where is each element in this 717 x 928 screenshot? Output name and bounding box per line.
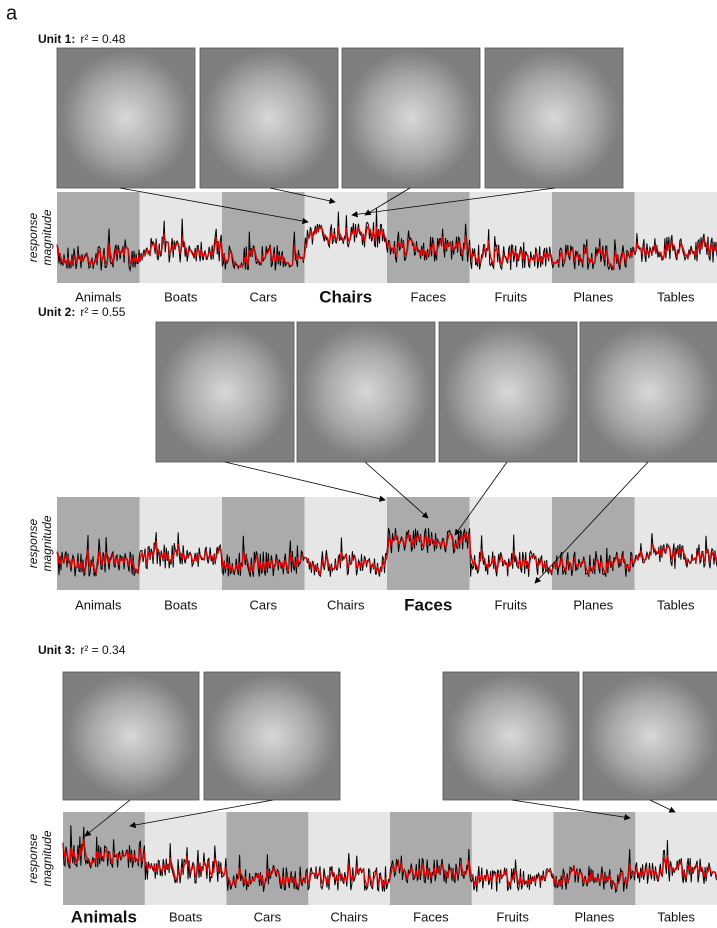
unit-stat: r² = 0.55 <box>80 305 125 319</box>
category-band <box>635 812 717 905</box>
stimulus-vignette <box>442 325 574 459</box>
category-label: Faces <box>411 289 447 304</box>
category-band <box>305 497 388 590</box>
y-axis-label: magnitude <box>40 209 54 265</box>
unit-title: Unit 2: <box>38 305 75 319</box>
unit-title: Unit 3: <box>38 643 75 657</box>
category-label: Fruits <box>496 909 529 924</box>
pointer-arrow <box>650 800 675 812</box>
y-axis-label: response <box>26 518 40 568</box>
stimulus-vignette <box>300 325 432 459</box>
category-band <box>222 497 305 590</box>
category-label: Faces <box>404 595 452 614</box>
stimulus-vignette <box>345 51 477 185</box>
unit-stat: r² = 0.48 <box>80 32 125 46</box>
stimulus-vignette <box>488 51 620 185</box>
stimulus-vignette <box>446 675 576 797</box>
unit-title: Unit 1: <box>38 32 75 46</box>
category-label: Animals <box>75 597 122 612</box>
category-label: Cars <box>254 909 282 924</box>
category-band <box>472 812 554 905</box>
y-axis-label: magnitude <box>40 830 54 886</box>
category-label: Cars <box>250 289 278 304</box>
category-label: Fruits <box>495 289 528 304</box>
panel-label: a <box>6 2 18 24</box>
category-band <box>140 497 223 590</box>
y-axis-label: response <box>26 212 40 262</box>
category-label: Chairs <box>330 909 368 924</box>
category-label: Cars <box>250 597 278 612</box>
category-label: Chairs <box>327 597 365 612</box>
stimulus-vignette <box>66 675 196 797</box>
category-label: Boats <box>164 289 198 304</box>
category-band <box>140 192 223 283</box>
category-label: Faces <box>413 909 449 924</box>
y-axis-label: magnitude <box>40 515 54 571</box>
category-label: Boats <box>169 909 203 924</box>
category-label: Tables <box>657 597 695 612</box>
category-label: Tables <box>657 289 695 304</box>
stimulus-vignette <box>203 51 335 185</box>
category-band <box>57 192 140 283</box>
category-label: Fruits <box>495 597 528 612</box>
category-band <box>552 497 635 590</box>
stimulus-vignette <box>159 325 291 459</box>
category-label: Planes <box>573 597 613 612</box>
category-label: Tables <box>657 909 695 924</box>
y-axis-label: response <box>26 833 40 883</box>
unit-stat: r² = 0.34 <box>80 643 125 657</box>
stimulus-vignette <box>60 51 192 185</box>
category-band <box>387 192 470 283</box>
category-band <box>635 497 717 590</box>
category-label: Animals <box>75 289 122 304</box>
stimulus-vignette <box>583 325 715 459</box>
category-label: Animals <box>71 907 137 926</box>
category-label: Chairs <box>319 287 372 306</box>
category-label: Planes <box>575 909 615 924</box>
category-label: Planes <box>573 289 613 304</box>
pointer-arrow <box>225 462 385 500</box>
figure: a Unit 1: r² = 0.48 Animals Boats Cars Chairs… <box>0 0 717 928</box>
category-label: Boats <box>164 597 198 612</box>
stimulus-vignette <box>207 675 337 797</box>
stimulus-vignette <box>586 675 716 797</box>
category-band <box>552 192 635 283</box>
